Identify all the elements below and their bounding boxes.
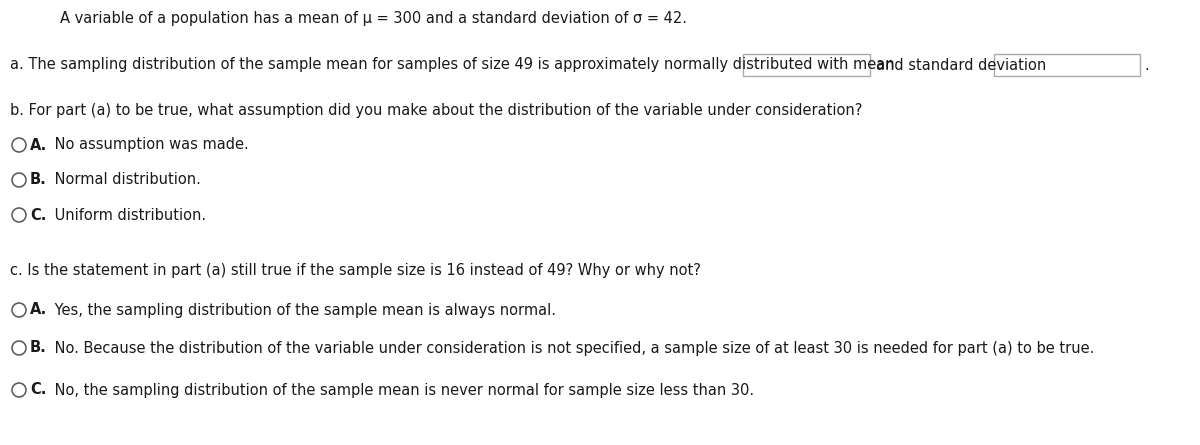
Text: Uniform distribution.: Uniform distribution.: [50, 207, 206, 222]
FancyBboxPatch shape: [994, 54, 1140, 76]
Text: B.: B.: [30, 340, 47, 356]
Text: Normal distribution.: Normal distribution.: [50, 173, 200, 187]
Text: C.: C.: [30, 383, 47, 397]
Text: A.: A.: [30, 303, 47, 317]
Text: .: .: [1144, 57, 1148, 73]
Text: c. Is the statement in part (a) still true if the sample size is 16 instead of 4: c. Is the statement in part (a) still tr…: [10, 263, 701, 278]
FancyBboxPatch shape: [743, 54, 870, 76]
Text: a. The sampling distribution of the sample mean for samples of size 49 is approx: a. The sampling distribution of the samp…: [10, 57, 895, 73]
Text: No assumption was made.: No assumption was made.: [50, 138, 248, 153]
Text: A.: A.: [30, 138, 47, 153]
Text: B.: B.: [30, 173, 47, 187]
Text: No. Because the distribution of the variable under consideration is not specifie: No. Because the distribution of the vari…: [50, 340, 1094, 356]
Text: C.: C.: [30, 207, 47, 222]
Text: No, the sampling distribution of the sample mean is never normal for sample size: No, the sampling distribution of the sam…: [50, 383, 754, 397]
Text: and standard deviation: and standard deviation: [876, 57, 1046, 73]
Text: b. For part (a) to be true, what assumption did you make about the distribution : b. For part (a) to be true, what assumpt…: [10, 102, 863, 117]
Text: Yes, the sampling distribution of the sample mean is always normal.: Yes, the sampling distribution of the sa…: [50, 303, 556, 317]
Text: A variable of a population has a mean of μ = 300 and a standard deviation of σ =: A variable of a population has a mean of…: [60, 11, 686, 25]
